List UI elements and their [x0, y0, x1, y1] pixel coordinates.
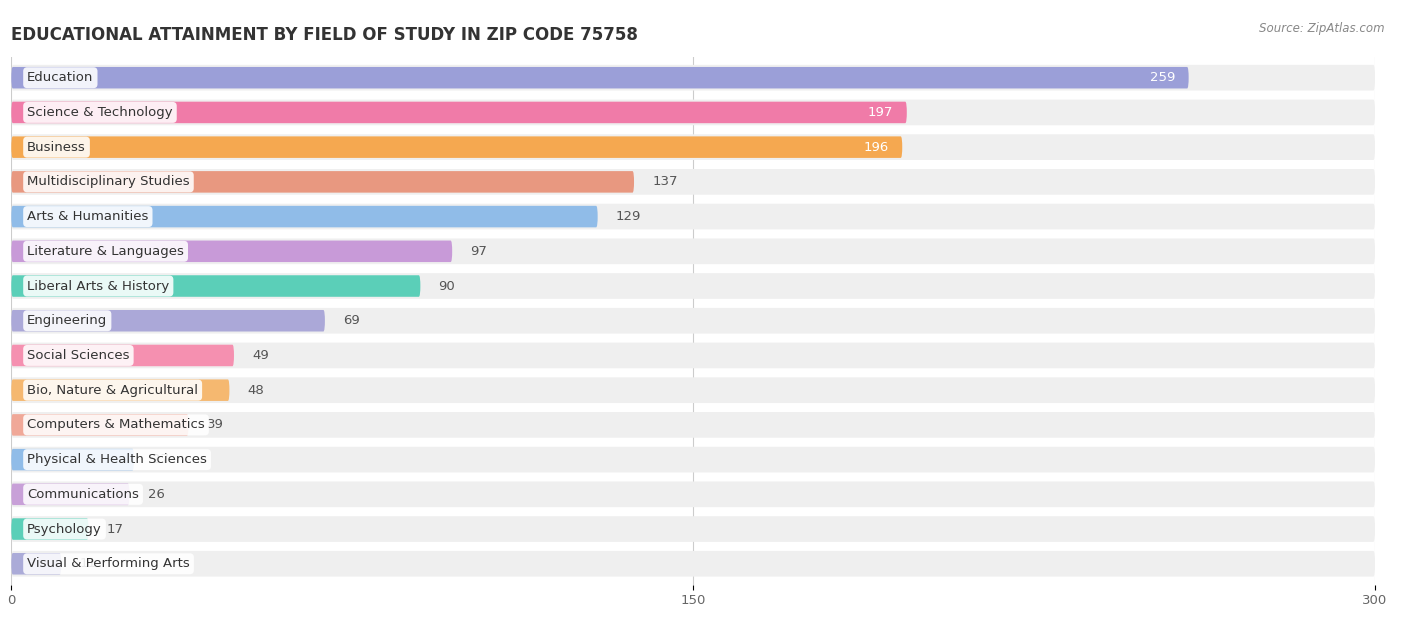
- Text: Business: Business: [27, 141, 86, 154]
- FancyBboxPatch shape: [11, 482, 1375, 507]
- Text: Education: Education: [27, 71, 94, 84]
- Text: 137: 137: [652, 175, 678, 188]
- Text: Computers & Mathematics: Computers & Mathematics: [27, 418, 205, 432]
- Text: Physical & Health Sciences: Physical & Health Sciences: [27, 453, 207, 466]
- Text: Communications: Communications: [27, 488, 139, 501]
- Text: Visual & Performing Arts: Visual & Performing Arts: [27, 557, 190, 570]
- FancyBboxPatch shape: [11, 553, 62, 574]
- FancyBboxPatch shape: [11, 483, 129, 505]
- Text: Psychology: Psychology: [27, 523, 101, 535]
- Text: Liberal Arts & History: Liberal Arts & History: [27, 279, 169, 293]
- Text: 197: 197: [868, 106, 893, 119]
- Text: Source: ZipAtlas.com: Source: ZipAtlas.com: [1260, 22, 1385, 35]
- Text: 27: 27: [152, 453, 169, 466]
- FancyBboxPatch shape: [11, 379, 229, 401]
- FancyBboxPatch shape: [11, 238, 1375, 264]
- Text: 49: 49: [252, 349, 269, 362]
- FancyBboxPatch shape: [11, 67, 1188, 88]
- FancyBboxPatch shape: [11, 551, 1375, 576]
- FancyBboxPatch shape: [11, 171, 634, 193]
- Text: Engineering: Engineering: [27, 314, 107, 327]
- Text: 26: 26: [148, 488, 165, 501]
- FancyBboxPatch shape: [11, 135, 1375, 160]
- Text: 259: 259: [1150, 71, 1175, 84]
- Text: Social Sciences: Social Sciences: [27, 349, 129, 362]
- FancyBboxPatch shape: [11, 343, 1375, 368]
- Text: 90: 90: [439, 279, 456, 293]
- FancyBboxPatch shape: [11, 276, 420, 297]
- FancyBboxPatch shape: [11, 414, 188, 435]
- FancyBboxPatch shape: [11, 344, 233, 366]
- Text: Multidisciplinary Studies: Multidisciplinary Studies: [27, 175, 190, 188]
- Text: Arts & Humanities: Arts & Humanities: [27, 210, 149, 223]
- FancyBboxPatch shape: [11, 377, 1375, 403]
- FancyBboxPatch shape: [11, 137, 903, 158]
- FancyBboxPatch shape: [11, 412, 1375, 438]
- FancyBboxPatch shape: [11, 206, 598, 228]
- FancyBboxPatch shape: [11, 169, 1375, 195]
- Text: 97: 97: [471, 245, 488, 258]
- FancyBboxPatch shape: [11, 310, 325, 332]
- FancyBboxPatch shape: [11, 308, 1375, 334]
- FancyBboxPatch shape: [11, 65, 1375, 90]
- Text: 39: 39: [207, 418, 224, 432]
- Text: 69: 69: [343, 314, 360, 327]
- FancyBboxPatch shape: [11, 102, 907, 123]
- Text: 17: 17: [107, 523, 124, 535]
- Text: 196: 196: [863, 141, 889, 154]
- FancyBboxPatch shape: [11, 241, 453, 262]
- Text: Literature & Languages: Literature & Languages: [27, 245, 184, 258]
- FancyBboxPatch shape: [11, 516, 1375, 542]
- FancyBboxPatch shape: [11, 449, 134, 470]
- Text: Bio, Nature & Agricultural: Bio, Nature & Agricultural: [27, 384, 198, 397]
- Text: 48: 48: [247, 384, 264, 397]
- FancyBboxPatch shape: [11, 204, 1375, 229]
- Text: 129: 129: [616, 210, 641, 223]
- FancyBboxPatch shape: [11, 447, 1375, 473]
- Text: 11: 11: [80, 557, 97, 570]
- FancyBboxPatch shape: [11, 518, 89, 540]
- FancyBboxPatch shape: [11, 273, 1375, 299]
- Text: EDUCATIONAL ATTAINMENT BY FIELD OF STUDY IN ZIP CODE 75758: EDUCATIONAL ATTAINMENT BY FIELD OF STUDY…: [11, 26, 638, 44]
- FancyBboxPatch shape: [11, 100, 1375, 125]
- Text: Science & Technology: Science & Technology: [27, 106, 173, 119]
